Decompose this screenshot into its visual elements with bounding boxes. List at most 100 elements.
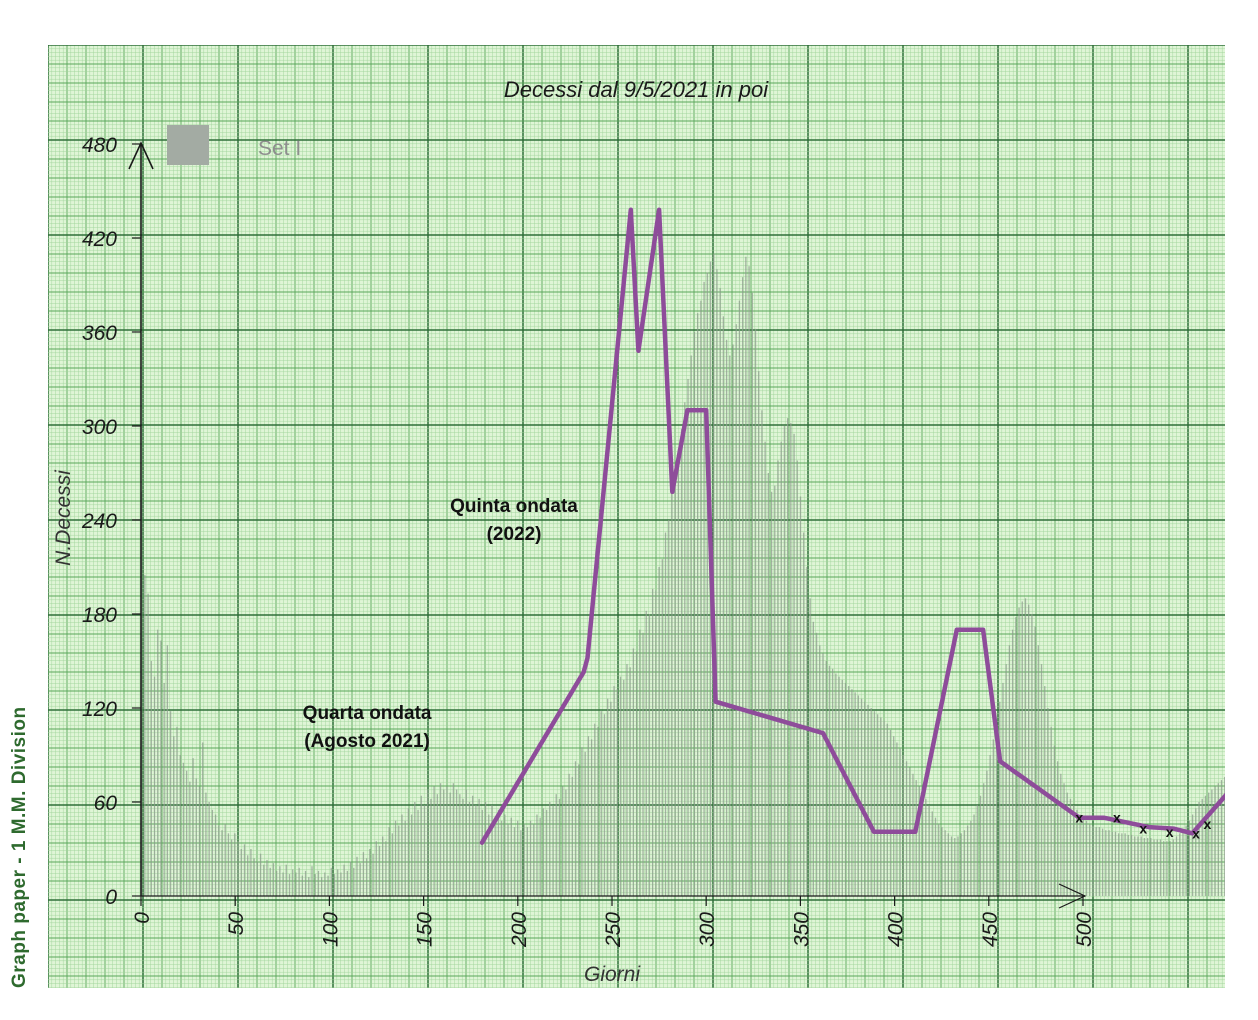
bar [452, 783, 455, 896]
bar [732, 344, 734, 896]
bar [883, 720, 885, 896]
annotation-line: (2022) [487, 524, 542, 545]
x-axis-arrow-icon [1058, 883, 1087, 909]
bar [417, 809, 419, 896]
bar [266, 859, 268, 896]
bar [465, 789, 467, 896]
bar [549, 802, 551, 896]
chart-title: Decessi dal 9/5/2021 in poi [504, 77, 769, 102]
bar [578, 764, 580, 896]
bar [272, 863, 275, 896]
bar [902, 755, 904, 896]
bar [1024, 598, 1027, 896]
bar [581, 747, 583, 896]
bar [1060, 773, 1062, 896]
bar [770, 491, 773, 896]
bar [1018, 607, 1020, 896]
marker: x [1075, 810, 1083, 826]
bar [780, 441, 782, 896]
bar [864, 701, 866, 896]
x-tick-label: 400 [885, 912, 908, 947]
bar [1195, 808, 1197, 896]
bar [240, 849, 242, 896]
bar [1073, 805, 1075, 896]
bar [767, 472, 770, 896]
bar [1095, 827, 1097, 896]
bar [317, 870, 320, 896]
bar [176, 726, 178, 896]
bar [1105, 830, 1107, 896]
bar [343, 864, 345, 896]
bar [783, 425, 786, 896]
bar [1089, 823, 1091, 896]
bar [700, 300, 702, 896]
bar [1127, 834, 1129, 896]
bar [947, 833, 949, 896]
bar [857, 695, 859, 896]
bar [160, 640, 162, 896]
bar [243, 844, 246, 896]
bar [777, 460, 779, 896]
bar [629, 667, 631, 896]
bar [568, 773, 570, 896]
bar [388, 827, 390, 896]
bar [179, 755, 181, 896]
x-tick-label: 250 [602, 912, 625, 948]
y-tick-labels: 0 60 120 180 240 300 360 420 480 [81, 134, 141, 909]
bar [1108, 830, 1110, 896]
bar [1172, 839, 1174, 896]
bar [983, 783, 985, 896]
bar [330, 867, 332, 896]
bar [430, 798, 432, 896]
bar [658, 566, 660, 896]
bar [369, 849, 371, 896]
bar [603, 714, 606, 896]
bar [1191, 814, 1194, 896]
y-tick-label: 360 [82, 322, 117, 345]
bar [1211, 789, 1213, 896]
bar [848, 686, 850, 896]
bar [1185, 825, 1187, 896]
bar [876, 714, 879, 896]
bar [912, 773, 914, 896]
bar [189, 781, 191, 896]
bar [819, 645, 821, 896]
bar [536, 814, 538, 896]
x-axis-label: Giorni [584, 963, 641, 986]
bar [1066, 792, 1068, 896]
bar [880, 717, 882, 896]
bar [761, 410, 763, 896]
bar [635, 651, 638, 896]
bar [1031, 613, 1033, 896]
bar [594, 723, 596, 896]
bar [304, 870, 307, 896]
bar [671, 491, 673, 896]
bar [410, 814, 413, 896]
bar [481, 809, 483, 896]
bar [529, 820, 532, 896]
trend-layer [479, 207, 1225, 845]
bar [986, 770, 988, 896]
bar [645, 610, 647, 896]
bar [690, 355, 692, 896]
bar [1224, 776, 1225, 896]
bar [693, 331, 696, 896]
marker: x [1192, 825, 1200, 841]
bar [526, 827, 528, 896]
bar [661, 559, 663, 896]
bar [889, 729, 892, 896]
bar [979, 795, 982, 896]
bar [558, 798, 561, 896]
bar [664, 532, 667, 896]
bar [1130, 834, 1133, 896]
y-tick-label: 180 [82, 604, 117, 627]
bar [1163, 841, 1165, 896]
bar [1204, 795, 1207, 896]
bar [346, 870, 348, 896]
bar [925, 798, 927, 896]
y-tick-label: 60 [94, 792, 118, 815]
bar [333, 874, 336, 896]
paper-label: Graph paper - 1 M.M. Division [9, 706, 30, 988]
bar [1208, 792, 1210, 896]
bar [860, 698, 863, 896]
